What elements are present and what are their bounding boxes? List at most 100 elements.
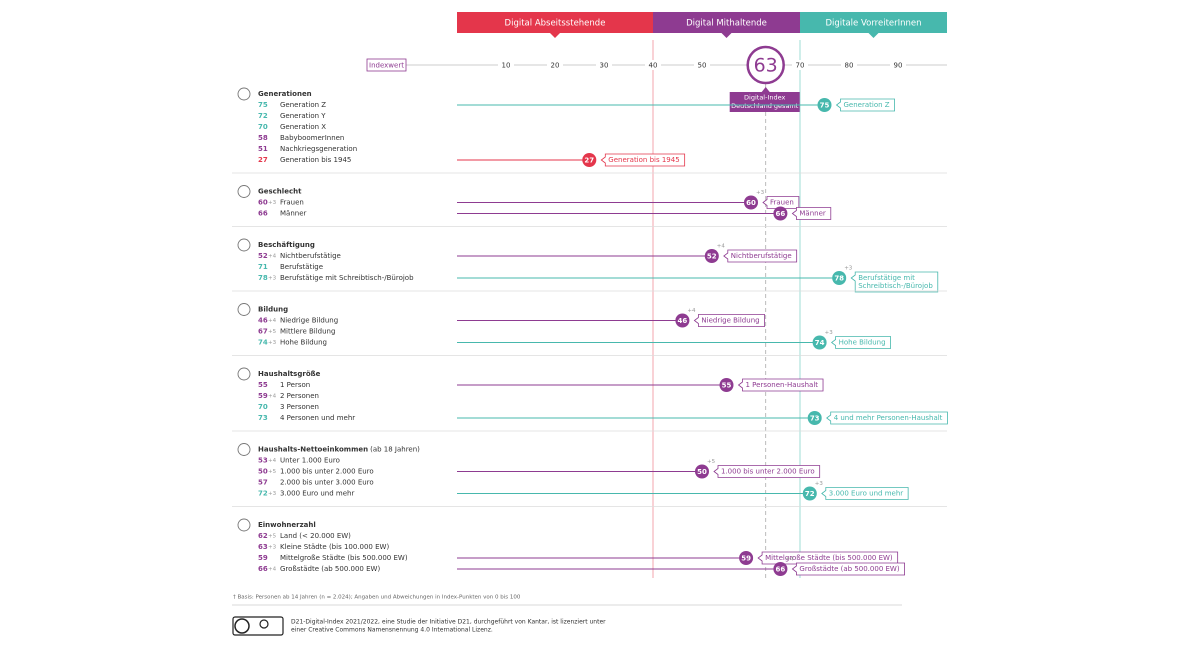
row-change: +4 <box>268 394 277 400</box>
overall-value: 63 <box>754 55 778 77</box>
badge-by <box>259 619 269 629</box>
row-label: Generation bis 1945 <box>280 156 351 164</box>
value-bubble <box>807 411 822 425</box>
row-value: 53 <box>258 457 268 465</box>
group-title: Haushalts-Nettoeinkommen <box>258 446 368 454</box>
row-value: 27 <box>258 156 268 164</box>
value-bubble <box>802 486 817 501</box>
callout-box <box>693 314 765 327</box>
bubble-value: 74 <box>815 339 825 347</box>
bubble-change: +3 <box>825 330 834 336</box>
row-value: 50 <box>258 468 268 476</box>
row-label: 1.000 bis unter 2.000 Euro <box>280 468 374 476</box>
group-icon <box>237 185 251 198</box>
tick-backdrop <box>841 60 857 70</box>
x-tick-label: 40 <box>649 62 658 70</box>
row-value: 46 <box>258 317 268 325</box>
row-label: 1 Person <box>280 381 310 389</box>
row-label: Nichtberufstätige <box>280 252 341 260</box>
overall-label: Deutschland gesamt <box>731 102 799 110</box>
row-label: Generation Y <box>280 112 326 120</box>
row-change: +3 <box>268 276 277 282</box>
row-label: 3 Personen <box>280 403 319 411</box>
segment-bar <box>457 12 653 33</box>
row-value: 57 <box>258 479 268 487</box>
row-value: 72 <box>258 490 268 498</box>
overall-label-pointer <box>761 87 770 92</box>
row-label: Hohe Bildung <box>280 339 327 347</box>
bubble-change: +4 <box>785 557 794 563</box>
row-label: Mittlere Bildung <box>280 328 335 336</box>
value-bubble <box>832 271 847 285</box>
row-value: 51 <box>258 145 268 153</box>
cc-badge <box>232 616 284 636</box>
callout-label: Generation Z <box>844 101 890 109</box>
row-label: Großstädte (ab 500.000 EW) <box>280 565 380 573</box>
callout-label: Berufstätige mit <box>858 274 915 282</box>
bubble-change: +3 <box>756 190 765 196</box>
callout-box <box>830 336 891 349</box>
callout-label: Generation bis 1945 <box>608 156 679 164</box>
row-value: 63 <box>258 543 268 551</box>
callout-box <box>791 562 905 576</box>
tick-backdrop <box>694 60 710 70</box>
callout-label: Männer <box>799 210 826 218</box>
value-bubble <box>695 464 709 479</box>
value-bubble <box>773 562 788 576</box>
callout-label: Nichtberufstätige <box>731 252 792 260</box>
row-change: +4 <box>268 254 277 260</box>
group-title: Haushaltsgröße <box>258 370 321 378</box>
overall-label: Digital-Index <box>744 94 785 102</box>
group-title: Generationen <box>258 90 312 98</box>
row-value: 62 <box>258 532 268 540</box>
row-value: 60 <box>258 199 268 207</box>
value-bubble <box>739 551 754 565</box>
row-label: Niedrige Bildung <box>280 317 338 325</box>
bubble-value: 27 <box>584 157 594 165</box>
callout-box <box>600 153 686 167</box>
value-bubble <box>582 153 597 167</box>
bubble-value: 52 <box>707 253 717 261</box>
row-value: 72 <box>258 112 268 120</box>
callout-label: 3.000 Euro und mehr <box>829 490 903 498</box>
callout-box <box>713 465 821 478</box>
license-text: D21-Digital-Index 2021/2022, eine Studie… <box>291 619 606 626</box>
row-label: 2 Personen <box>280 392 319 400</box>
row-label: Unter 1.000 Euro <box>280 457 340 465</box>
row-value: 71 <box>258 263 268 271</box>
tick-backdrop <box>645 60 661 70</box>
x-tick-label: 90 <box>894 62 903 70</box>
bubble-change: +4 <box>687 308 696 314</box>
bubble-value: 73 <box>810 415 820 423</box>
callout-box <box>821 487 909 500</box>
row-label: Generation X <box>280 123 326 131</box>
row-value: 52 <box>258 252 268 260</box>
callout-label: Mittelgroße Städte (bis 500.000 EW) <box>765 554 893 562</box>
row-label: 3.000 Euro und mehr <box>280 490 354 498</box>
callout-label: 4 und mehr Personen-Haushalt <box>834 414 943 422</box>
row-value: 59 <box>258 554 268 562</box>
axis-label: Indexwert <box>369 62 404 70</box>
bubble-change: +4 <box>717 244 726 250</box>
bubble-change: +3 <box>844 266 853 272</box>
x-tick-label: 70 <box>796 62 805 70</box>
row-label: 4 Personen und mehr <box>280 414 355 422</box>
row-label: Mittelgroße Städte (bis 500.000 EW) <box>280 554 408 562</box>
bubble-value: 59 <box>741 555 751 563</box>
row-label: Kleine Städte (bis 100.000 EW) <box>280 543 389 551</box>
callout-box <box>757 551 899 565</box>
callout-label: Schreibtisch-/Bürojob <box>858 282 933 290</box>
row-label: Generation Z <box>280 101 326 109</box>
row-label: Männer <box>280 210 307 218</box>
segment-pointer <box>868 33 879 38</box>
value-bubble <box>744 195 758 210</box>
group-title: Geschlecht <box>258 188 302 196</box>
overall-circle <box>746 45 785 85</box>
row-label: Berufstätige mit Schreibtisch-/Bürojob <box>280 274 414 282</box>
segment-label: Digitale VorreiterInnen <box>825 19 921 29</box>
row-value: 73 <box>258 414 268 422</box>
axis-label-box <box>366 58 407 72</box>
value-bubble <box>704 249 719 263</box>
